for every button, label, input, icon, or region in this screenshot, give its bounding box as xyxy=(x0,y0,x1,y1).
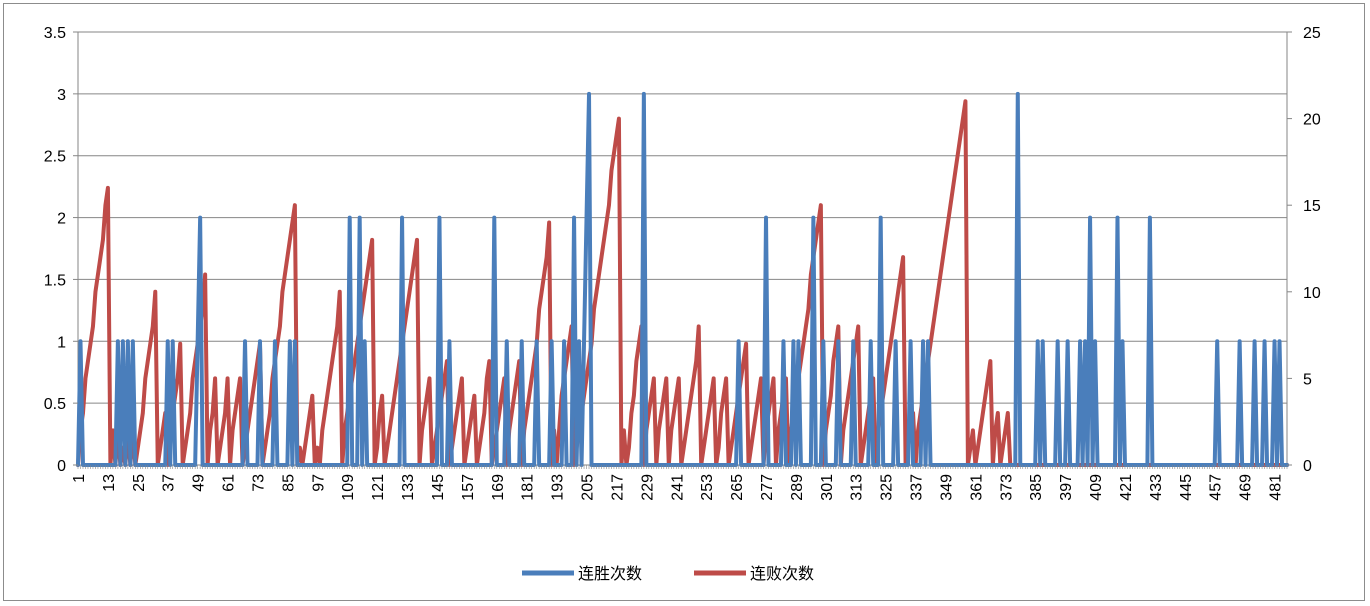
legend-label-win: 连胜次数 xyxy=(578,564,642,583)
x-tick-label: 133 xyxy=(400,474,417,501)
x-tick-label: 25 xyxy=(131,474,148,492)
x-tick-label: 97 xyxy=(310,474,327,492)
left-tick-label: 1.5 xyxy=(44,272,66,289)
x-tick-label: 169 xyxy=(490,474,507,501)
legend-label-loss: 连败次数 xyxy=(750,564,814,583)
x-tick-label: 49 xyxy=(191,474,208,492)
left-tick-label: 0.5 xyxy=(44,396,66,413)
left-tick-label: 2.5 xyxy=(44,149,66,166)
x-tick-label: 445 xyxy=(1178,474,1195,501)
x-tick-label: 361 xyxy=(968,474,985,501)
x-tick-label: 481 xyxy=(1268,474,1285,501)
x-tick-label: 121 xyxy=(370,474,387,501)
series-line-win xyxy=(76,91,1289,467)
x-tick-label: 265 xyxy=(729,474,746,501)
right-tick-label: 25 xyxy=(1303,25,1321,42)
x-tick-label: 61 xyxy=(221,474,238,492)
left-tick-label: 3.5 xyxy=(44,25,66,42)
x-tick-label: 325 xyxy=(879,474,896,501)
left-tick-label: 3 xyxy=(57,87,66,104)
x-tick-label: 205 xyxy=(580,474,597,501)
x-tick-label: 373 xyxy=(998,474,1015,501)
x-tick-label: 241 xyxy=(669,474,686,501)
x-tick-label: 349 xyxy=(938,474,955,501)
x-tick-label: 397 xyxy=(1058,474,1075,501)
left-tick-label: 0 xyxy=(57,458,66,475)
x-tick-label: 409 xyxy=(1088,474,1105,501)
x-tick-label: 13 xyxy=(101,474,118,492)
x-tick-label: 109 xyxy=(340,474,357,501)
right-tick-label: 5 xyxy=(1303,371,1312,388)
x-tick-label: 421 xyxy=(1118,474,1135,501)
left-axis-ticks: 0 0.5 1 1.5 2 2.5 3 3.5 xyxy=(44,25,78,475)
x-tick-label: 181 xyxy=(520,474,537,501)
chart-frame xyxy=(3,3,1365,601)
x-tick-label: 313 xyxy=(849,474,866,501)
x-tick-label: 1 xyxy=(71,474,88,483)
x-tick-label: 217 xyxy=(609,474,626,501)
x-tick-label: 157 xyxy=(460,474,477,501)
left-tick-label: 2 xyxy=(57,211,66,228)
right-tick-label: 20 xyxy=(1303,112,1321,129)
x-tick-label: 253 xyxy=(699,474,716,501)
legend: 连胜次数 连败次数 xyxy=(522,564,814,583)
x-tick-label: 85 xyxy=(280,474,297,492)
right-axis-ticks: 0 5 10 15 20 25 xyxy=(1287,25,1321,475)
x-tick-label: 229 xyxy=(639,474,656,501)
x-tick-label: 385 xyxy=(1028,474,1045,501)
x-tick-label: 289 xyxy=(789,474,806,501)
x-axis-ticks: 1 13 25 37 49 61 73 85 97 109 121 133 145 157 169 181 19… xyxy=(71,465,1288,501)
series-layer xyxy=(76,91,1289,467)
x-tick-label: 301 xyxy=(819,474,836,501)
right-tick-label: 15 xyxy=(1303,198,1321,215)
x-tick-label: 337 xyxy=(909,474,926,501)
x-tick-label: 277 xyxy=(759,474,776,501)
x-tick-label: 37 xyxy=(161,474,178,492)
right-tick-label: 10 xyxy=(1303,285,1321,302)
x-tick-label: 469 xyxy=(1238,474,1255,501)
x-tick-label: 193 xyxy=(550,474,567,501)
x-tick-label: 457 xyxy=(1208,474,1225,501)
x-tick-label: 145 xyxy=(430,474,447,501)
x-tick-label: 73 xyxy=(250,474,267,492)
right-tick-label: 0 xyxy=(1303,458,1312,475)
x-tick-label: 433 xyxy=(1148,474,1165,501)
left-tick-label: 1 xyxy=(57,334,66,351)
series-line-loss xyxy=(76,99,1289,467)
